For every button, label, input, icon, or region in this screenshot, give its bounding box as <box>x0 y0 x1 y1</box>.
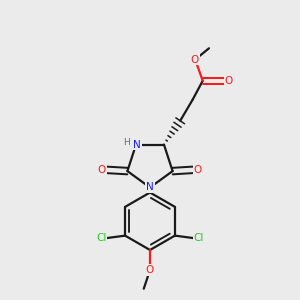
Text: N: N <box>146 182 154 193</box>
Text: Cl: Cl <box>194 233 204 243</box>
Text: Cl: Cl <box>96 233 106 243</box>
Text: N: N <box>133 140 141 149</box>
Text: O: O <box>224 76 232 86</box>
Text: O: O <box>194 165 202 175</box>
Text: O: O <box>98 165 106 175</box>
Text: O: O <box>146 265 154 275</box>
Text: H: H <box>123 138 129 147</box>
Text: O: O <box>190 55 199 64</box>
